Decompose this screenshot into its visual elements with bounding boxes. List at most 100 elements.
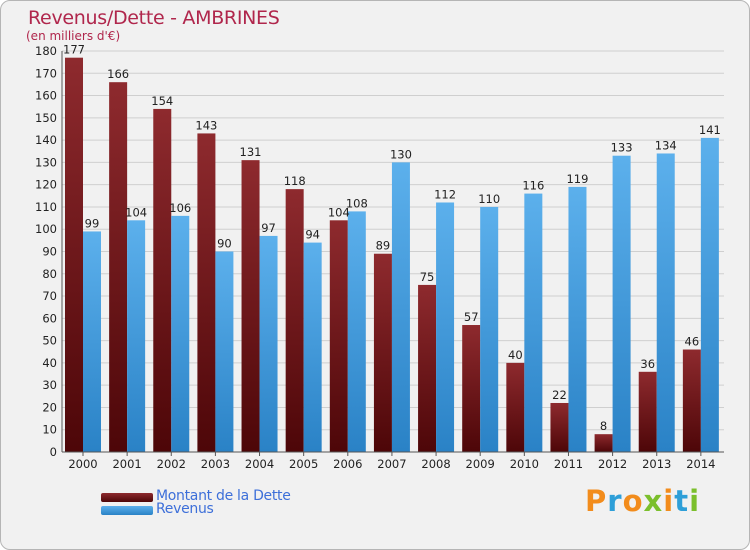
data-label: 141 <box>699 123 721 137</box>
data-label: 40 <box>508 348 523 362</box>
data-label: 94 <box>305 228 320 242</box>
y-tick-label: 30 <box>42 378 57 392</box>
data-label: 116 <box>522 179 544 193</box>
legend-label-revenus: Revenus <box>156 501 214 517</box>
bar-dette <box>241 160 260 452</box>
x-tick-label: 2003 <box>201 457 230 471</box>
data-label: 118 <box>284 174 306 188</box>
data-label: 90 <box>217 237 232 251</box>
data-label: 130 <box>390 147 412 161</box>
bars <box>65 57 719 453</box>
y-tick-label: 170 <box>35 66 57 80</box>
bar-revenus <box>656 153 675 452</box>
axes: 0 10 20 30 40 50 60 70 80 90 100 110 120 130 140 150 160… <box>35 44 724 471</box>
y-tick-label: 0 <box>50 445 57 459</box>
data-label: 106 <box>169 201 191 215</box>
y-tick-label: 20 <box>42 400 57 414</box>
x-tick-label: 2005 <box>289 457 318 471</box>
bar-revenus <box>215 251 234 452</box>
data-label: 166 <box>107 67 129 81</box>
data-label: 143 <box>195 118 217 132</box>
data-label: 46 <box>685 335 700 349</box>
data-label: 119 <box>566 172 588 186</box>
bar-dette <box>329 220 348 452</box>
legend-label-debt: Montant de la Dette <box>156 488 291 504</box>
data-label: 8 <box>600 419 607 433</box>
y-tick-label: 110 <box>35 200 57 214</box>
bar-dette <box>65 57 83 452</box>
legend-swatch-debt <box>101 493 153 502</box>
bar-dette <box>153 108 172 452</box>
bar-revenus <box>259 235 278 452</box>
bar-revenus <box>83 231 101 452</box>
data-label: 110 <box>478 192 500 206</box>
y-tick-label: 140 <box>35 133 57 147</box>
bar-dette <box>682 349 701 452</box>
bar-revenus <box>524 193 543 453</box>
y-tick-label: 130 <box>35 155 57 169</box>
data-label: 134 <box>655 138 677 152</box>
y-tick-label: 100 <box>35 222 57 236</box>
data-label: 57 <box>464 310 479 324</box>
x-tick-label: 2010 <box>510 457 539 471</box>
bar-revenus <box>391 162 410 452</box>
data-labels: 1779916610415410614390131971189410410889… <box>63 43 721 433</box>
y-tick-label: 40 <box>42 356 57 370</box>
legend-swatch-revenus <box>101 506 153 515</box>
x-tick-label: 2008 <box>421 457 450 471</box>
bar-dette <box>506 362 525 452</box>
y-tick-label: 160 <box>35 89 57 103</box>
bar-revenus <box>171 215 190 452</box>
bar-revenus <box>127 220 146 452</box>
x-tick-label: 2004 <box>245 457 274 471</box>
x-tick-label: 2011 <box>554 457 583 471</box>
bar-dette <box>109 82 128 452</box>
data-label: 99 <box>85 216 100 230</box>
x-tick-label: 2007 <box>377 457 406 471</box>
y-tick-label: 10 <box>42 423 57 437</box>
data-label: 112 <box>434 187 456 201</box>
bar-revenus <box>612 155 631 452</box>
bar-dette <box>197 133 216 452</box>
data-label: 177 <box>63 43 85 57</box>
y-tick-label: 120 <box>35 178 57 192</box>
x-tick-label: 2001 <box>112 457 141 471</box>
y-tick-label: 90 <box>42 245 57 259</box>
x-tick-label: 2014 <box>686 457 715 471</box>
x-tick-label: 2009 <box>466 457 495 471</box>
y-tick-label: 80 <box>42 267 57 281</box>
bar-dette <box>462 325 481 452</box>
data-label: 104 <box>328 205 350 219</box>
proxiti-logo: Proxiti <box>585 484 701 518</box>
bar-dette <box>550 402 569 452</box>
bar-revenus <box>700 137 719 452</box>
y-tick-label: 150 <box>35 111 57 125</box>
y-tick-label: 180 <box>35 44 57 58</box>
data-label: 22 <box>552 388 567 402</box>
x-tick-label: 2000 <box>68 457 97 471</box>
chart-subtitle: (en milliers d'€) <box>26 29 121 43</box>
bar-revenus <box>303 242 322 452</box>
y-tick-label: 50 <box>42 334 57 348</box>
data-label: 104 <box>125 205 147 219</box>
data-label: 97 <box>261 221 276 235</box>
bar-dette <box>638 371 657 452</box>
data-label: 75 <box>420 270 435 284</box>
bar-revenus <box>568 186 587 452</box>
bar-dette <box>418 284 437 452</box>
bar-dette <box>285 189 304 452</box>
chart-title: Revenus/Dette - AMBRINES <box>28 7 280 29</box>
data-label: 154 <box>151 94 173 108</box>
x-tick-label: 2012 <box>598 457 627 471</box>
bar-revenus <box>480 206 499 452</box>
bar-revenus <box>347 211 366 452</box>
data-label: 108 <box>346 196 368 210</box>
x-tick-label: 2013 <box>642 457 671 471</box>
bar-dette <box>594 434 613 452</box>
data-label: 36 <box>640 357 655 371</box>
x-tick-label: 2006 <box>333 457 362 471</box>
bar-dette <box>373 253 392 452</box>
bar-revenus <box>436 202 455 452</box>
